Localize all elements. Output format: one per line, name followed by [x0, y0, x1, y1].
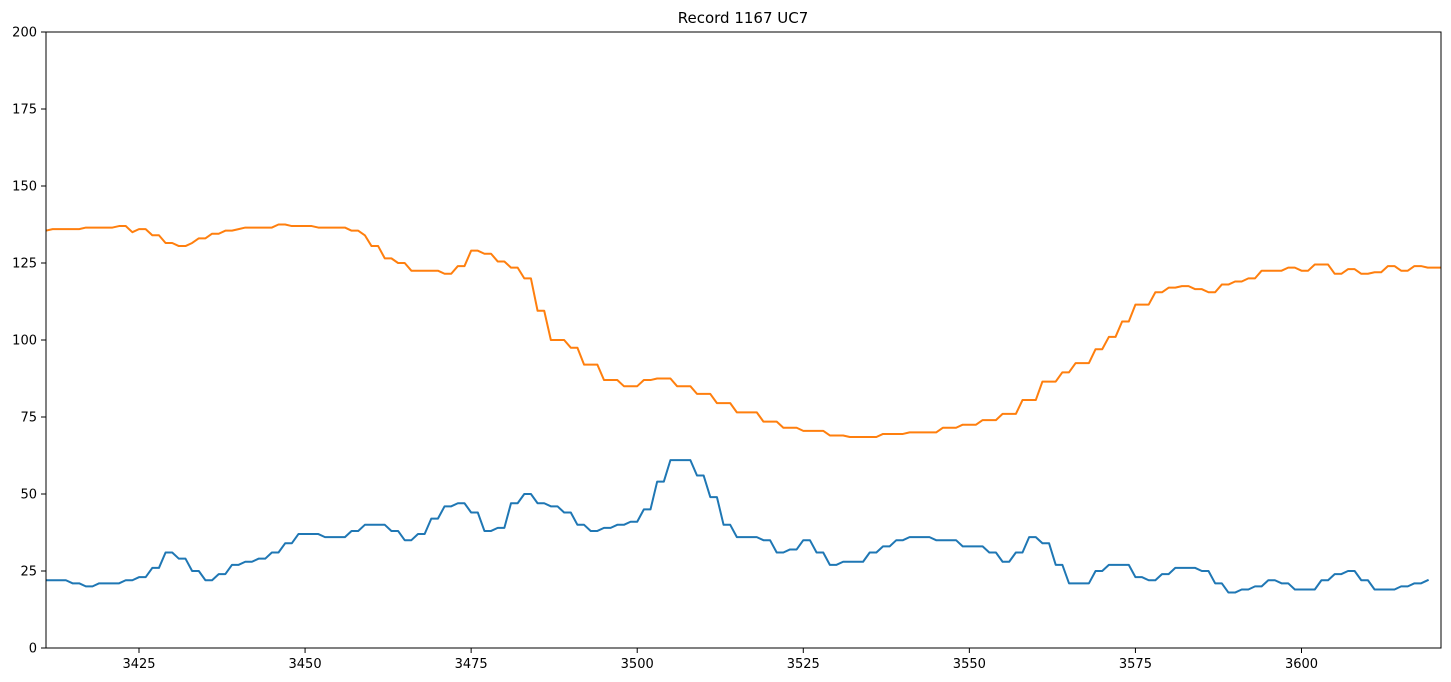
x-tick-label: 3525 [787, 657, 820, 672]
y-tick-label: 200 [12, 26, 37, 41]
x-tick-label: 3425 [122, 657, 155, 672]
y-tick-label: 100 [12, 334, 37, 349]
series-layer [46, 223, 1441, 594]
series-line-1 [46, 459, 1430, 594]
plot-frame [45, 31, 1442, 649]
series-line-2 [46, 223, 1441, 439]
y-tick-label: 175 [12, 103, 37, 118]
y-tick-label: 0 [29, 642, 37, 657]
y-tick-label: 125 [12, 257, 37, 272]
x-tick-label: 3550 [953, 657, 986, 672]
chart-title: Record 1167 UC7 [678, 9, 809, 27]
y-tick-label: 75 [20, 411, 37, 426]
x-tick-label: 3600 [1285, 657, 1318, 672]
y-tick-label: 50 [20, 488, 37, 503]
x-tick-label: 3475 [455, 657, 488, 672]
y-tick-label: 25 [20, 565, 37, 580]
y-tick-label: 150 [12, 180, 37, 195]
x-tick-label: 3500 [621, 657, 654, 672]
axes-layer: 3425 3450 3475 3500 3525 3550 3575 3600 0 25 50 75 1… [12, 26, 1442, 672]
x-tick-label: 3575 [1119, 657, 1152, 672]
x-tick-label: 3450 [289, 657, 322, 672]
